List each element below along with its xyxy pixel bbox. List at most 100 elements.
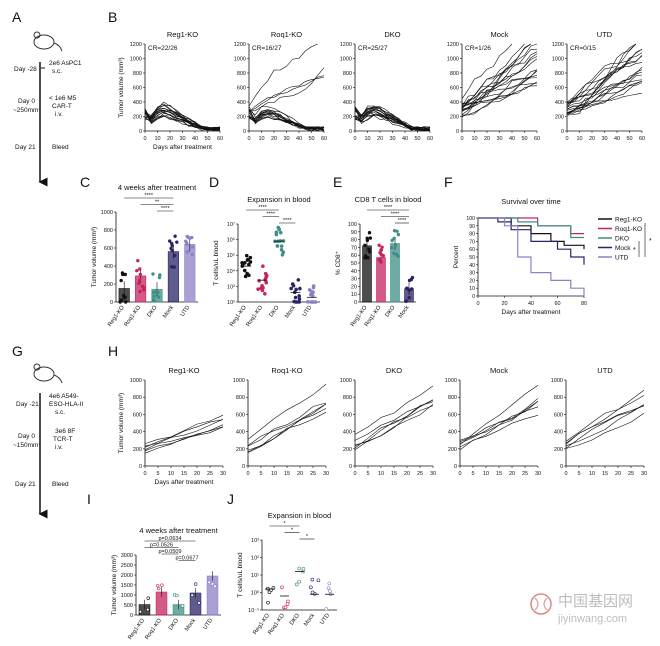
data-point	[124, 300, 128, 304]
data-point	[175, 240, 179, 244]
data-point	[260, 284, 264, 288]
category-label: UTD	[319, 613, 331, 626]
y-tick-label: 600	[450, 86, 459, 92]
y-tick-label: 0	[560, 464, 563, 470]
category-label: Mock	[303, 613, 316, 628]
data-point	[207, 580, 211, 585]
data-point	[310, 577, 315, 582]
data-point	[378, 258, 382, 263]
tumor-growth-curve	[566, 71, 643, 110]
x-tick-label: 10	[258, 136, 264, 142]
x-tick-label: 30	[179, 136, 185, 142]
y-tick-label: 60	[469, 247, 475, 253]
y-tick-label: 2000	[121, 573, 133, 579]
panel-letter-e: E	[333, 174, 342, 190]
tumor-growth-curve	[566, 48, 643, 103]
timeline-g-desc-2c: i.v.	[55, 444, 63, 451]
y-tick-label: 40	[351, 269, 357, 275]
tumor-growth-curve	[247, 403, 327, 453]
tumor-growth-curve	[461, 51, 538, 104]
y-tick-label: 0	[354, 300, 357, 306]
x-tick-label: 40	[296, 136, 302, 142]
panel-letter-j: J	[227, 491, 234, 507]
significance-label: p=0.0509	[158, 549, 181, 555]
tumor-growth-curve	[144, 426, 224, 454]
y-tick-label: 600	[555, 86, 564, 92]
data-point	[156, 583, 160, 588]
tumor-growth-curve	[248, 112, 325, 132]
data-point	[297, 579, 301, 584]
x-tick-label: 0	[353, 136, 356, 142]
x-tick-label: 25	[310, 471, 316, 477]
tumor-growth-curve	[459, 415, 539, 451]
y-tick-label: 800	[236, 395, 245, 401]
chart-title: CD8 T cells in blood	[355, 195, 422, 204]
x-tick-label: 5	[156, 471, 159, 477]
tumor-growth-curve	[247, 408, 327, 446]
significance-label: *	[291, 528, 294, 534]
y-tick-label: 400	[236, 430, 245, 436]
x-tick-label: 20	[377, 136, 383, 142]
tumor-growth-curve	[461, 85, 538, 116]
x-tick-label: 25	[207, 471, 213, 477]
x-tick-label: 20	[484, 136, 490, 142]
y-axis-label: Percent	[453, 246, 460, 269]
bar	[362, 245, 372, 303]
tumor-growth-curve	[248, 43, 318, 107]
data-point	[213, 584, 217, 588]
data-point	[380, 245, 384, 249]
tumor-growth-curve	[566, 43, 637, 113]
y-tick-label: 400	[343, 100, 352, 106]
mouse-icon	[33, 363, 63, 384]
x-tick-label: 30	[283, 136, 289, 142]
x-tick-label: 0	[247, 136, 250, 142]
y-tick-label: 800	[133, 395, 142, 401]
panel-letter-h: H	[108, 343, 118, 359]
chart-title: Expansion in blood	[268, 511, 331, 520]
data-point	[276, 225, 281, 230]
data-point	[305, 300, 310, 304]
data-point	[367, 231, 372, 235]
data-point	[248, 260, 253, 264]
tumor-growth-curve	[144, 426, 224, 452]
data-point	[185, 234, 189, 239]
y-tick-label: 800	[237, 71, 246, 77]
x-axis-label: Days after treatment	[155, 479, 214, 486]
significance-label: *	[649, 238, 652, 245]
panel-title: Roq1-KO	[271, 366, 302, 375]
timeline-a-day-1: Day -28	[14, 66, 37, 73]
y-tick-label: 800	[448, 395, 457, 401]
tumor-growth-curve	[461, 43, 531, 111]
panel-title: Mock	[491, 30, 509, 39]
y-tick-label: 10⁰	[251, 590, 260, 597]
timeline-a-desc-1b: s.c.	[52, 68, 62, 75]
data-point	[324, 607, 329, 611]
y-tick-label: 10⁻¹	[248, 608, 259, 614]
data-point	[173, 234, 177, 238]
tumor-growth-curve	[354, 401, 434, 449]
timeline-a-day-2-note: ~250mm³	[13, 107, 41, 114]
y-tick-label: 1200	[340, 42, 352, 48]
tumor-growth-curve	[461, 77, 538, 117]
data-point	[396, 254, 400, 258]
y-tick-label: 600	[343, 412, 352, 418]
tumor-growth-curve	[354, 399, 434, 450]
x-tick-label: 50	[414, 136, 420, 142]
tumor-growth-curve	[248, 109, 325, 130]
tumor-growth-curve	[565, 395, 645, 442]
y-tick-label: 200	[450, 115, 459, 121]
data-point	[264, 273, 269, 278]
significance-label: *	[306, 534, 309, 540]
tumor-growth-curve	[565, 412, 645, 449]
data-point	[367, 250, 372, 254]
y-tick-label: 0	[349, 129, 352, 135]
y-tick-label: 600	[237, 86, 246, 92]
data-point	[409, 287, 414, 291]
data-point	[392, 251, 396, 256]
x-tick-label: 15	[496, 471, 502, 477]
y-tick-label: 10⁶	[227, 237, 235, 244]
significance-label: ****	[145, 193, 154, 199]
y-axis-label: T cells/uL blood	[213, 240, 220, 286]
y-tick-label: 3000	[121, 553, 133, 559]
y-tick-label: 1000	[340, 378, 352, 384]
